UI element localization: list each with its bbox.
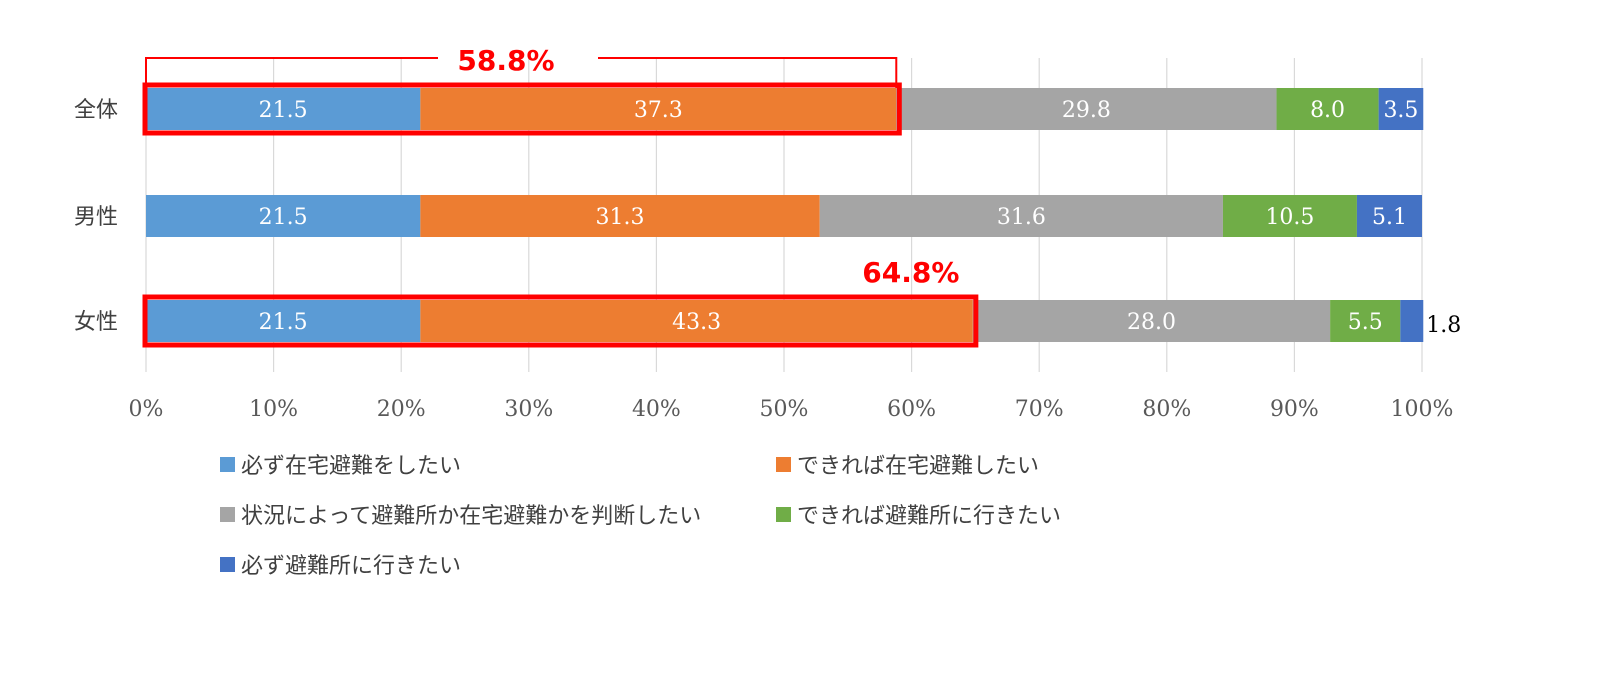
legend-item: 必ず避難所に行きたい	[220, 548, 461, 580]
legend-swatch	[776, 506, 791, 522]
bar-segment	[1330, 300, 1401, 342]
bar-segment	[146, 195, 421, 237]
data-label: 3.5	[1383, 98, 1418, 123]
legend-swatch	[220, 506, 235, 522]
data-label: 37.3	[634, 98, 683, 123]
bar-segment	[896, 88, 1277, 130]
x-axis-ticks: 0% 10% 20% 30% 40% 50% 60% 70% 80% 90% 100%	[129, 397, 1454, 422]
highlight-box	[142, 82, 902, 136]
x-tick-label: 100%	[1391, 397, 1454, 422]
legend-item: 必ず在宅避難をしたい	[220, 448, 461, 480]
x-tick-label: 30%	[504, 397, 553, 422]
data-label: 31.3	[596, 205, 645, 230]
bar-segment	[420, 300, 973, 342]
highlight-box	[142, 294, 979, 348]
legend-label: 必ず在宅避難をしたい	[241, 454, 462, 479]
bar-segment	[1400, 300, 1424, 342]
bars: 21.5 37.3 29.8 8.0 3.5 21.5 31.3 31.6 10.5 5.1 21.…	[146, 88, 1461, 342]
bar-segment	[1378, 88, 1424, 130]
data-label: 31.6	[997, 205, 1046, 230]
bar-segment	[146, 300, 421, 342]
legend-label: 必ず避難所に行きたい	[241, 554, 462, 579]
data-label: 8.0	[1310, 98, 1345, 123]
category-label: 女性	[74, 310, 118, 335]
x-tick-label: 10%	[249, 397, 298, 422]
x-tick-label: 70%	[1015, 397, 1064, 422]
legend-item: できれば避難所に行きたい	[776, 498, 1061, 530]
x-tick-label: 0%	[129, 397, 164, 422]
bar-segment	[420, 88, 897, 130]
data-label: 28.0	[1127, 310, 1176, 335]
annotation-label: 64.8%	[862, 256, 959, 289]
bar-segment	[1356, 195, 1422, 237]
data-label: 5.5	[1348, 310, 1383, 335]
bracket-line	[145, 57, 898, 88]
legend-item: できれば在宅避難したい	[776, 448, 1039, 480]
legend-swatch	[220, 456, 235, 472]
category-label: 全体	[74, 98, 118, 123]
data-label: 21.5	[259, 310, 308, 335]
data-label: 29.8	[1062, 98, 1111, 123]
legend-swatch	[220, 556, 235, 572]
bar-segment	[972, 300, 1331, 342]
x-tick-label: 90%	[1270, 397, 1319, 422]
x-tick-label: 40%	[632, 397, 681, 422]
bar-segment	[146, 88, 421, 130]
highlight-annotations: 58.8% 64.8%	[142, 44, 979, 348]
legend-label: できれば在宅避難したい	[797, 454, 1040, 479]
category-label: 男性	[74, 205, 118, 230]
data-label: 21.5	[259, 205, 308, 230]
x-tick-label: 60%	[887, 397, 936, 422]
bar-segment	[1276, 88, 1379, 130]
legend-label: できれば避難所に行きたい	[797, 504, 1062, 529]
x-tick-label: 80%	[1142, 397, 1191, 422]
legend-swatch	[776, 456, 791, 472]
annotation-label: 58.8%	[457, 44, 554, 77]
bar-segment	[1222, 195, 1357, 237]
data-label: 5.1	[1372, 205, 1407, 230]
data-label: 1.8	[1426, 313, 1461, 338]
x-tick-label: 50%	[760, 397, 809, 422]
data-label: 43.3	[672, 310, 721, 335]
bar-segment	[420, 195, 820, 237]
legend-item: 状況によって避難所か在宅避難かを判断したい	[220, 498, 701, 530]
data-label: 21.5	[259, 98, 308, 123]
bar-segment	[819, 195, 1223, 237]
legend-label: 状況によって避難所か在宅避難かを判断したい	[241, 504, 702, 529]
data-label: 10.5	[1265, 205, 1314, 230]
x-tick-label: 20%	[377, 397, 426, 422]
